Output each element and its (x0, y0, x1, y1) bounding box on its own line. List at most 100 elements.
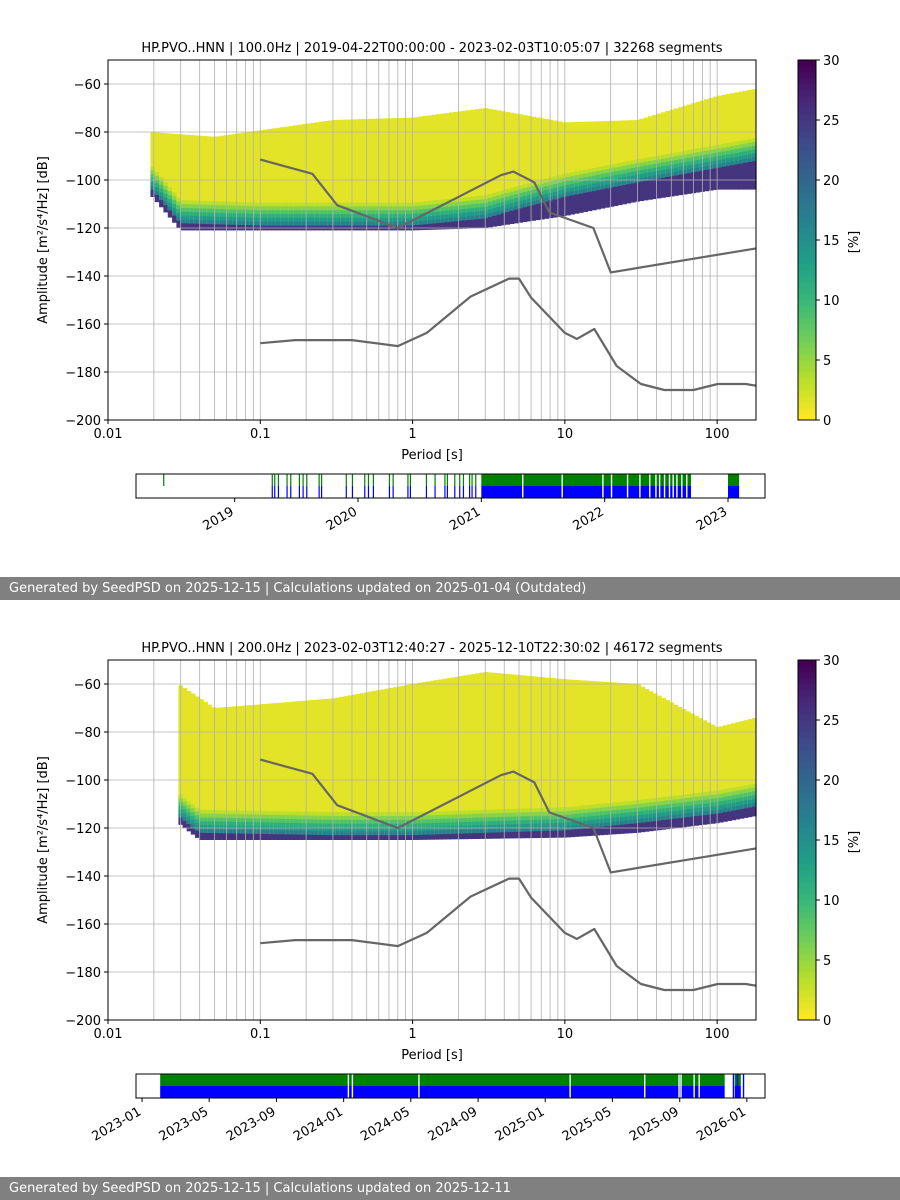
coverage-mark-green (277, 474, 280, 486)
time-tick-label: 2025-05 (560, 1104, 615, 1144)
time-tick-label: 2023-05 (157, 1104, 212, 1144)
coverage-gap (698, 1074, 700, 1098)
colorbar-tick-label: 30 (823, 54, 840, 69)
coverage-green (481, 474, 691, 486)
coverage-mark-blue (318, 486, 320, 498)
time-tick-label: 2023-09 (224, 1104, 279, 1144)
coverage-gap (347, 1074, 350, 1098)
time-tick-label: 2021 (447, 504, 483, 534)
coverage-blue (728, 486, 740, 498)
coverage-mark-green (407, 474, 409, 486)
coverage-mark-green (471, 474, 473, 486)
coverage-gap (610, 474, 613, 498)
psd-chart-1: HP.PVO..HNN | 100.0Hz | 2019-04-22T00:00… (36, 41, 862, 534)
coverage-gap (680, 1074, 682, 1098)
colorbar (797, 59, 817, 421)
y-tick-label: −200 (65, 414, 101, 429)
axes-frame (107, 659, 757, 1021)
colorbar-tick-label: 10 (823, 294, 840, 309)
coverage-mark-green (286, 474, 288, 486)
coverage-mark-blue (388, 486, 391, 498)
colorbar-tick-label: 0 (823, 414, 831, 429)
x-tick-label: 1 (408, 427, 416, 442)
coverage-mark-blue (409, 486, 411, 498)
y-tick-label: −160 (65, 918, 101, 933)
x-tick-label: 10 (557, 1027, 574, 1042)
colorbar-tick-label: 20 (823, 774, 840, 789)
y-tick-label: −180 (65, 366, 101, 381)
nlnm-curve (260, 277, 757, 392)
availability-frame (135, 473, 766, 499)
coverage-gap (639, 474, 641, 498)
time-tick-label: 2022 (571, 504, 607, 534)
coverage-mark-blue (345, 486, 347, 498)
coverage-gap (678, 1074, 680, 1098)
coverage-mark-blue (286, 486, 288, 498)
coverage-gap (672, 474, 674, 498)
colorbar-tick-label: 20 (823, 174, 840, 189)
coverage-green (728, 474, 740, 486)
coverage-gap (351, 1074, 354, 1098)
coverage-mark-green (462, 474, 465, 486)
y-tick-label: −200 (65, 1014, 101, 1029)
y-tick-label: −120 (65, 822, 101, 837)
colorbar-label: [%] (847, 831, 862, 854)
coverage-mark-green (372, 474, 374, 486)
coverage-mark-green (367, 474, 370, 486)
coverage-mark-blue (298, 486, 300, 498)
nhnm-curve (260, 758, 757, 874)
coverage-mark-blue (446, 486, 448, 498)
coverage-mark-green (364, 474, 366, 486)
coverage-blue (481, 486, 691, 498)
coverage-mark-green (446, 474, 448, 486)
coverage-mark-blue (736, 1074, 739, 1098)
coverage-mark-green (409, 474, 411, 486)
y-axis-label: Amplitude [m²/s⁴/Hz] [dB] (36, 756, 51, 924)
colorbar-tick-label: 5 (823, 354, 831, 369)
psd-heatmap (178, 672, 757, 840)
chart-title: HP.PVO..HNN | 100.0Hz | 2019-04-22T00:00… (141, 41, 722, 56)
coverage-mark-blue (425, 486, 428, 498)
coverage-gap (602, 474, 604, 498)
coverage-gap (655, 474, 657, 498)
coverage-blue (160, 1086, 725, 1098)
nlnm-curve (260, 877, 757, 992)
x-axis-label: Period [s] (401, 448, 463, 463)
x-tick-label: 100 (705, 427, 730, 442)
coverage-mark-green (475, 474, 477, 486)
coverage-mark-blue (444, 486, 446, 498)
coverage-mark-green (469, 474, 471, 486)
coverage-mark-green (271, 474, 273, 486)
coverage-mark-green (425, 474, 428, 486)
coverage-mark-blue (475, 486, 477, 498)
coverage-mark-blue (306, 486, 308, 498)
coverage-mark-blue (321, 486, 323, 498)
coverage-gap (658, 474, 661, 498)
y-axis-label: Amplitude [m²/s⁴/Hz] [dB] (36, 156, 51, 324)
x-tick-label: 0.1 (250, 427, 271, 442)
coverage-mark-green (444, 474, 446, 486)
time-tick-label: 2026-01 (694, 1104, 749, 1144)
nhnm-curve (260, 158, 757, 274)
chart-title: HP.PVO..HNN | 200.0Hz | 2023-02-03T12:40… (141, 641, 722, 656)
y-tick-label: −60 (74, 78, 101, 93)
time-tick-label: 2020 (324, 504, 360, 534)
coverage-gap (626, 474, 629, 498)
coverage-gap (569, 1074, 571, 1098)
coverage-mark-green (306, 474, 308, 486)
availability-frame (135, 1073, 766, 1099)
availability-bar (135, 1073, 766, 1099)
coverage-mark-blue (364, 486, 366, 498)
y-tick-label: −180 (65, 966, 101, 981)
coverage-green (160, 1074, 725, 1086)
colorbar-tick-label: 10 (823, 894, 840, 909)
coverage-mark-green (302, 474, 304, 486)
coverage-mark-blue (274, 486, 276, 498)
x-tick-label: 1 (408, 1027, 416, 1042)
psd-panel-2: HP.PVO..HNN | 200.0Hz | 2023-02-03T12:40… (0, 600, 900, 1200)
coverage-mark-blue (454, 486, 456, 498)
colorbar-tick-label: 0 (823, 1014, 831, 1029)
coverage-mark-blue (277, 486, 280, 498)
x-axis-label: Period [s] (401, 1048, 463, 1063)
colorbar-tick-label: 15 (823, 834, 840, 849)
